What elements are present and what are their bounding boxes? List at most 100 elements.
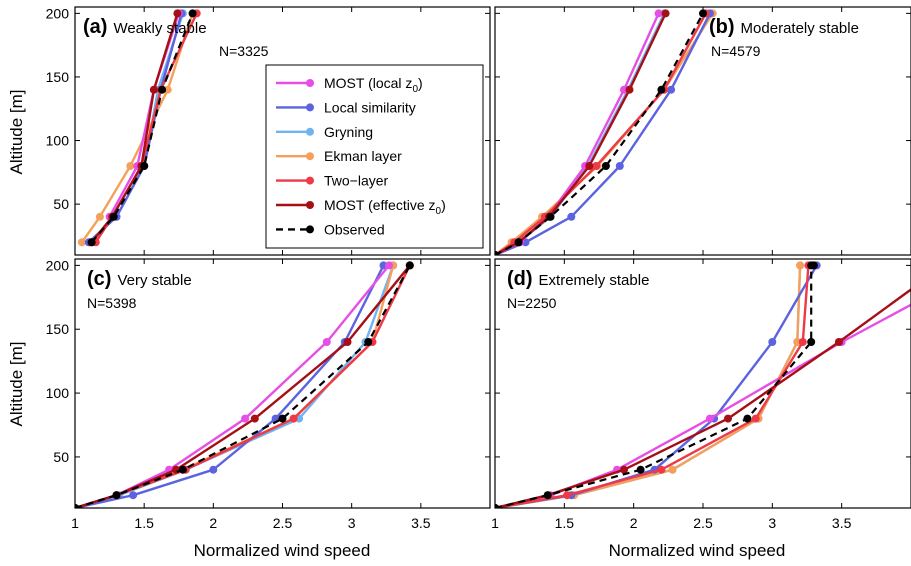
- x-tick-label: 2: [630, 515, 638, 531]
- legend-entry: MOST (effective z0): [276, 197, 446, 217]
- legend-label-subscript: 0: [412, 84, 418, 95]
- data-point-observed: [636, 465, 645, 474]
- legend-swatch-marker: [306, 79, 314, 87]
- y-axis-label-top: Altitude [m]: [7, 89, 26, 174]
- data-point-observed: [543, 491, 552, 500]
- y-tick-label: 50: [53, 449, 69, 465]
- legend-swatch-marker: [306, 176, 314, 185]
- data-point-observed: [75, 504, 79, 508]
- data-point-most-effective-z0: [149, 85, 158, 94]
- data-point-most-effective-z0: [172, 465, 180, 474]
- panel-sample-size: N=5398: [87, 295, 137, 311]
- data-point-most-effective-z0: [250, 414, 259, 423]
- legend-swatch-marker: [306, 127, 314, 136]
- data-point-most-effective-z0: [585, 162, 594, 170]
- panel-stability: Very stable: [117, 272, 191, 289]
- data-point-ekman-layer: [163, 85, 172, 94]
- data-point-most-local-z0: [322, 338, 331, 346]
- data-point-ekman-layer: [796, 261, 805, 270]
- y-tick-label: 100: [46, 133, 70, 149]
- y-axis-label-bottom: Altitude [m]: [7, 341, 26, 426]
- data-point-observed: [178, 465, 187, 474]
- data-point-observed: [743, 414, 752, 423]
- data-point-two-layer: [798, 338, 807, 346]
- x-tick-label: 1: [71, 515, 79, 531]
- data-point-most-effective-z0: [625, 85, 634, 94]
- panel-a: 50 100 150 200 (a) Weakly stable N=3325: [46, 5, 491, 256]
- panel-stability: Weakly stable: [113, 20, 206, 37]
- panel-sample-size: N=2250: [507, 295, 557, 311]
- x-axis-label-right: Normalized wind speed: [609, 541, 786, 560]
- legend-entry: Gryning: [276, 124, 373, 140]
- panel-letter: (b): [709, 16, 735, 38]
- series-line-ekman-layer: [80, 13, 194, 243]
- series-line-most-local-z0: [495, 12, 660, 255]
- legend-label-suffix: ): [418, 75, 423, 91]
- legend-label-subscript: 0: [436, 206, 442, 217]
- panel-letter: (c): [87, 268, 111, 290]
- series-layer: [495, 261, 911, 508]
- y-tick-label: 100: [46, 385, 70, 401]
- data-point-observed: [188, 9, 197, 18]
- panel-stability: Moderately stable: [741, 20, 859, 37]
- series-line-two-layer: [495, 265, 810, 508]
- x-axis-label-left: Normalized wind speed: [194, 541, 371, 560]
- data-point-local-similarity: [209, 465, 218, 474]
- series-line-observed: [90, 12, 194, 244]
- data-point-most-local-z0: [654, 9, 663, 18]
- data-point-two-layer: [657, 465, 666, 474]
- x-tick-label: 2: [209, 515, 217, 531]
- y-tick-label: 150: [46, 321, 70, 337]
- data-point-ekman-layer: [793, 338, 802, 346]
- panel-letter: (d): [507, 268, 533, 290]
- legend-entry: Observed: [276, 221, 385, 237]
- legend-entry: Two−layer: [276, 173, 389, 189]
- data-point-observed: [87, 238, 96, 247]
- y-tick-label: 50: [53, 196, 69, 212]
- legend-label: Ekman layer: [324, 148, 402, 164]
- panel-letter: (a): [83, 16, 107, 38]
- data-point-local-similarity: [667, 85, 676, 94]
- legend-label-main: MOST (effective z: [324, 197, 436, 213]
- data-point-observed: [807, 338, 816, 346]
- data-point-most-effective-z0: [343, 338, 352, 346]
- data-point-observed: [112, 491, 121, 500]
- x-tick-label: 3: [768, 515, 776, 531]
- series-line-observed: [75, 264, 411, 508]
- legend-swatch-marker: [306, 103, 314, 112]
- data-point-most-effective-z0: [834, 338, 843, 346]
- legend-label: Two−layer: [324, 173, 389, 189]
- plot-frame: [494, 6, 911, 256]
- data-point-observed: [140, 162, 149, 170]
- x-tick-label: 1.5: [555, 515, 575, 531]
- y-tick-label: 150: [46, 69, 70, 85]
- data-point-observed: [278, 414, 287, 423]
- series-line-observed: [495, 12, 704, 255]
- data-point-most-local-z0: [385, 261, 393, 270]
- data-point-most-local-z0: [620, 85, 628, 94]
- panel-title: (c) Very stable: [87, 268, 192, 290]
- y-tick-label: 200: [46, 5, 70, 21]
- data-point-observed: [364, 338, 373, 346]
- data-point-ekman-layer: [95, 212, 104, 221]
- panel-c: 1 1.5 2 2.5 3 3.5 50 100 150 200 (c) Very stable N=5…: [46, 257, 491, 531]
- data-point-observed: [514, 238, 523, 247]
- data-point-two-layer: [592, 162, 601, 170]
- legend-swatch-marker: [306, 225, 314, 234]
- legend-label-main: Ekman layer: [324, 148, 402, 164]
- data-point-observed: [405, 261, 414, 270]
- legend-entry: Local similarity: [276, 99, 416, 115]
- series-layer: [77, 9, 201, 247]
- panel-sample-size: N=4579: [711, 43, 761, 59]
- series-line-gryning: [495, 12, 666, 255]
- legend-label-main: Two−layer: [324, 173, 389, 189]
- legend-label: MOST (local z0): [324, 75, 423, 95]
- legend-swatch-marker: [306, 152, 314, 161]
- series-line-most-effective-z0: [495, 288, 911, 508]
- data-point-local-similarity: [567, 212, 576, 221]
- data-point-most-effective-z0: [620, 465, 628, 474]
- plot-frame: [74, 6, 491, 256]
- data-point-most-effective-z0: [173, 9, 182, 18]
- series-line-most-effective-z0: [495, 12, 667, 255]
